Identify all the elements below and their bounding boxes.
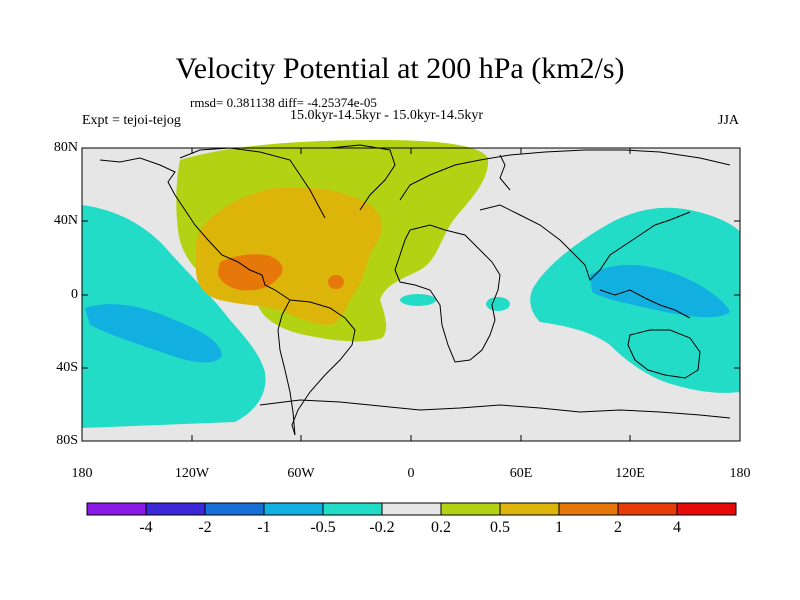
colorbar-box xyxy=(86,502,147,516)
lat-label: 40N xyxy=(53,213,78,228)
colorbar-box xyxy=(322,502,383,516)
colorbar-box xyxy=(263,502,324,516)
americas-positive-core xyxy=(218,254,283,291)
lat-ticks xyxy=(82,147,740,442)
atlantic-positive-core xyxy=(328,275,344,289)
lon-label: 0 xyxy=(407,466,415,481)
lat-label: 80N xyxy=(53,140,78,155)
season-label: JJA xyxy=(718,113,740,128)
colorbar-box xyxy=(204,502,265,516)
africa-negative-patch xyxy=(486,297,510,311)
pacific-negative-core xyxy=(85,304,222,363)
colorbar-box xyxy=(558,502,619,516)
colorbar-box xyxy=(617,502,678,516)
colorbar-box xyxy=(381,502,442,516)
lon-label: 180 xyxy=(729,466,751,481)
colorbar-label: -1 xyxy=(257,519,271,536)
colorbar-label: 4 xyxy=(673,519,681,536)
colorbar-label: 0.2 xyxy=(431,519,451,536)
lat-label: 0 xyxy=(71,287,78,302)
lon-label: 120W xyxy=(174,466,210,481)
colorbar-label: -0.5 xyxy=(310,519,336,536)
colorbar-box xyxy=(440,502,501,516)
lon-ticks xyxy=(81,148,741,441)
lat-label: 40S xyxy=(56,360,78,375)
lon-label: 60W xyxy=(287,466,315,481)
stats-line: rmsd= 0.381138 diff= -4.25374e-05 xyxy=(190,95,377,110)
colorbar-label: -2 xyxy=(198,519,212,536)
atlantic-negative-patch xyxy=(400,294,436,306)
period-line: 15.0kyr-14.5kyr - 15.0kyr-14.5kyr xyxy=(290,108,484,123)
colorbar-label: 0.5 xyxy=(490,519,510,536)
coastlines xyxy=(99,144,731,436)
colorbar-box xyxy=(499,502,560,516)
americas-positive-mid-region xyxy=(195,187,382,325)
colorbar-label: 1 xyxy=(555,519,563,536)
colorbar-box xyxy=(145,502,206,516)
pacific-negative-region xyxy=(82,205,266,428)
experiment-label: Expt = tejoi-tejog xyxy=(82,113,181,128)
colorbar-label: -0.2 xyxy=(369,519,395,536)
colorbar-label: 2 xyxy=(614,519,622,536)
lon-label: 120E xyxy=(615,466,645,481)
lon-label: 60E xyxy=(509,466,533,481)
lat-label: 80S xyxy=(56,433,78,448)
colorbar xyxy=(86,502,737,516)
colorbar-box xyxy=(676,502,737,516)
indopacific-negative-core xyxy=(590,264,730,318)
map-title: Velocity Potential at 200 hPa (km2/s) xyxy=(175,52,625,85)
colorbar-label: -4 xyxy=(139,519,153,536)
lon-label: 180 xyxy=(71,466,93,481)
